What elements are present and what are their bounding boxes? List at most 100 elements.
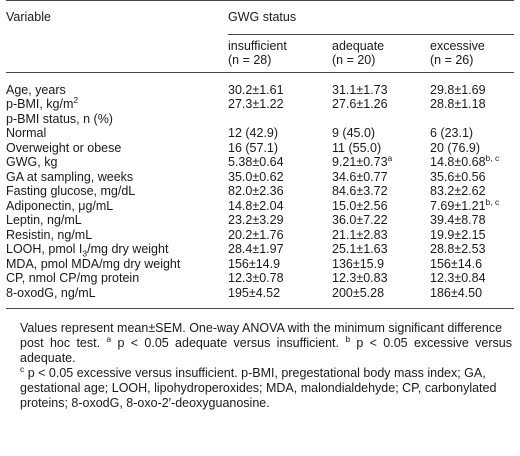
row-label-text: Normal — [6, 126, 47, 140]
row-label-text: Age, years — [6, 82, 66, 97]
table-cell: 29.8±1.69 — [430, 72, 514, 97]
row-label-text: p-BMI, kg/m — [6, 97, 74, 111]
table-cell: 39.4±8.78 — [430, 213, 514, 228]
table-cell — [332, 112, 430, 127]
significance-mark: b, c — [485, 152, 500, 163]
table-cell: 12 (42.9) — [228, 126, 332, 141]
cell-value: 156±14.6 — [430, 256, 483, 271]
table-cell: 156±14.9 — [228, 257, 332, 272]
table-row: p-BMI, kg/m2 27.3±1.22 27.6±1.26 28.8±1.18 — [6, 96, 514, 112]
table-row: Age, years 30.2±1.61 31.1±1.73 29.8±1.69 — [6, 72, 514, 97]
table-cell: 5.38±0.64 — [228, 155, 332, 170]
table-cell: 6 (23.1) — [430, 126, 514, 141]
table-cell: 12.3±0.78 — [228, 271, 332, 286]
table-row: Resistin, ng/mL 20.2±1.76 21.1±2.83 19.9±2.… — [6, 228, 514, 243]
table-row: Overweight or obese 16 (57.1) 11 (55.0) 20 … — [6, 141, 514, 156]
row-label: GWG, kg — [6, 155, 228, 170]
table-row: p-BMI status, n (%) — [6, 112, 514, 127]
row-label-text: LOOH, pmol I — [6, 242, 83, 256]
cell-value: 136±15.9 — [332, 256, 385, 271]
row-label-text: Adiponectin, μg/mL — [6, 198, 114, 213]
header-row-group: Variable GWG status — [6, 0, 515, 35]
cell-value: 31.1±1.73 — [332, 82, 388, 97]
cell-value: 12.3±0.84 — [430, 271, 486, 285]
note-line-3: c p < 0.05 excessive versus insufficient… — [20, 365, 512, 381]
table-row: LOOH, pmol I3/mg dry weight 28.4±1.97 25.1… — [6, 242, 514, 259]
cell-value: 12.3±0.83 — [332, 271, 388, 285]
cell-value: 35.6±0.56 — [430, 169, 486, 184]
row-label: p-BMI, kg/m2 — [6, 96, 228, 112]
cell-value: 83.2±2.62 — [430, 184, 486, 198]
header-col-excessive: excessive (n = 26) — [430, 34, 515, 73]
table-cell: 23.2±3.29 — [228, 213, 332, 228]
cell-value: 9 (45.0) — [332, 126, 376, 140]
note-text: post hoc test. — [20, 336, 107, 350]
table-cell — [228, 112, 332, 127]
note-line-2: post hoc test. a p < 0.05 adequate versu… — [20, 333, 512, 366]
table-row: Fasting glucose, mg/dL 82.0±2.36 84.6±3.72… — [6, 184, 514, 199]
col-name: insufficient — [228, 38, 287, 53]
table-cell: 21.1±2.83 — [332, 228, 430, 243]
table-cell: 28.8±2.53 — [430, 242, 514, 257]
cell-value: 23.2±3.29 — [228, 213, 284, 227]
cell-value: 35.0±0.62 — [228, 169, 284, 184]
table-cell: 19.9±2.15 — [430, 228, 514, 243]
cell-value: 28.4±1.97 — [228, 242, 284, 256]
cell-value: 11 (55.0) — [332, 140, 382, 155]
col-n: (n = 20) — [332, 53, 376, 67]
row-label-text: CP, nmol CP/mg protein — [6, 271, 140, 285]
table-cell: 200±5.28 — [332, 285, 430, 309]
note-text: p < 0.05 excessive versus adequate. — [20, 336, 512, 365]
row-label-subscript: 3 — [82, 248, 88, 259]
row-label-text: GWG, kg — [6, 155, 58, 169]
cell-value: 28.8±2.53 — [430, 242, 486, 256]
table-row: GWG, kg 5.38±0.64 9.21±0.73a 14.8±0.68b, c — [6, 152, 514, 170]
cell-value: 36.0±7.22 — [332, 213, 388, 227]
cell-value: 27.6±1.26 — [332, 97, 388, 111]
table-row: Adiponectin, μg/mL 14.8±2.04 15.0±2.56 7.69… — [6, 196, 514, 214]
col-name: adequate — [332, 38, 385, 53]
note-text: p < 0.05 excessive versus insufficient. … — [24, 366, 486, 380]
table-row: Normal 12 (42.9) 9 (45.0) 6 (23.1) — [6, 126, 514, 141]
cell-value: 84.6±3.72 — [332, 184, 388, 198]
cell-value: 12.3±0.78 — [228, 271, 284, 285]
row-label: 8-oxodG, ng/mL — [6, 285, 228, 309]
footnote-mark-a: a — [106, 333, 112, 344]
header-row-columns: insufficient (n = 28) adequate (n = 20) … — [6, 34, 515, 73]
row-label-text: Resistin, ng/mL — [6, 227, 93, 242]
row-label: Adiponectin, μg/mL — [6, 199, 228, 214]
table-cell — [430, 112, 514, 127]
table-cell: 84.6±3.72 — [332, 184, 430, 199]
table-row: Leptin, ng/mL 23.2±3.29 36.0±7.22 39.4±8.78 — [6, 213, 514, 228]
header-blank — [6, 34, 228, 73]
cell-value: 20.2±1.76 — [228, 227, 284, 242]
row-label-text: p-BMI status, n (%) — [6, 111, 113, 126]
cell-value: 195±4.52 — [228, 285, 281, 300]
row-label: Fasting glucose, mg/dL — [6, 184, 228, 199]
cell-value: 29.8±1.69 — [430, 82, 486, 97]
table-cell: 27.3±1.22 — [228, 97, 332, 112]
cell-value: 25.1±1.63 — [332, 242, 388, 256]
table-cell: 16 (57.1) — [228, 141, 332, 156]
row-label: Resistin, ng/mL — [6, 228, 228, 243]
cell-value: 39.4±8.78 — [430, 213, 486, 227]
table-cell: 9.21±0.73a — [332, 154, 430, 170]
footnote-mark-b: b — [345, 333, 351, 344]
row-label-text: GA at sampling, weeks — [6, 169, 134, 184]
table-row: GA at sampling, weeks 35.0±0.62 34.6±0.77 3… — [6, 170, 514, 185]
table-row: CP, nmol CP/mg protein 12.3±0.78 12.3±0.83… — [6, 271, 514, 286]
cell-value: 20 (76.9) — [430, 140, 481, 155]
table-cell: 83.2±2.62 — [430, 184, 514, 199]
cell-value: 9.21±0.73 — [332, 155, 388, 169]
cell-value: 7.69±1.21 — [430, 198, 486, 213]
row-label: LOOH, pmol I3/mg dry weight — [6, 242, 228, 259]
row-label-text: Leptin, ng/mL — [6, 213, 82, 227]
significance-mark: b, c — [485, 196, 500, 207]
col-n: (n = 26) — [430, 53, 474, 67]
row-label: GA at sampling, weeks — [6, 170, 228, 185]
cell-value: 34.6±0.77 — [332, 169, 388, 184]
table-cell: 7.69±1.21b, c — [430, 196, 514, 214]
header-col-adequate: adequate (n = 20) — [332, 34, 430, 73]
row-label: CP, nmol CP/mg protein — [6, 271, 228, 286]
